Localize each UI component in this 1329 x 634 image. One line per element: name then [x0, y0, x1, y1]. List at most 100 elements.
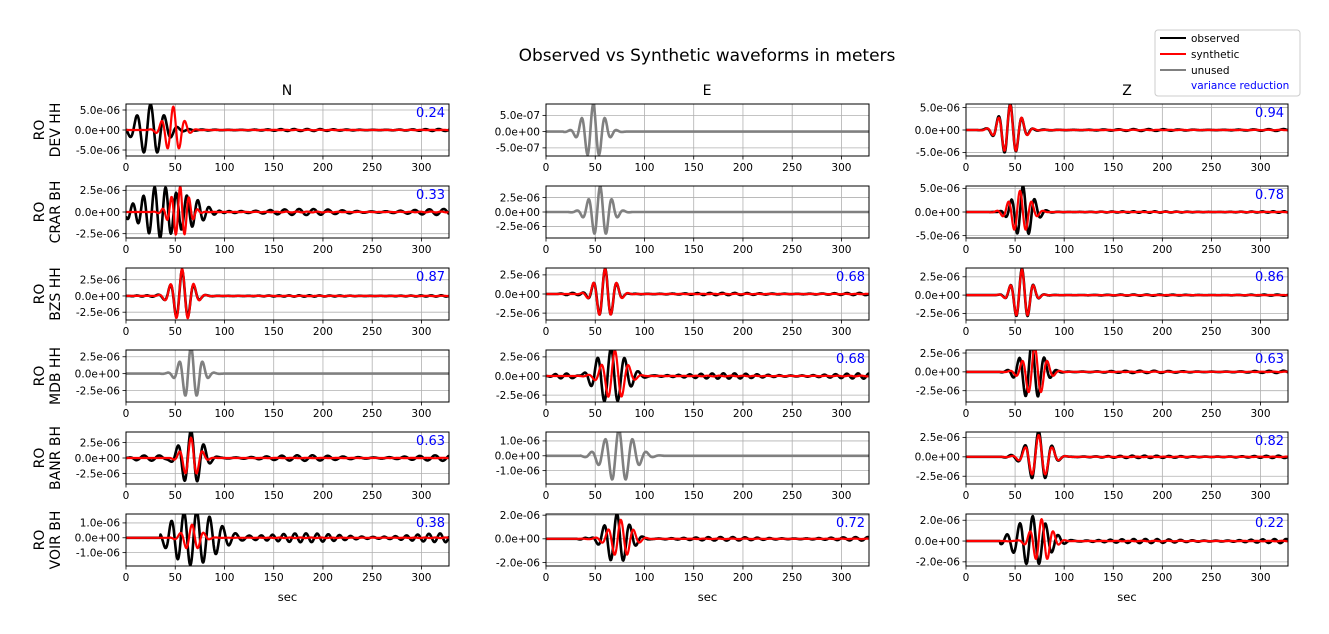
y-tick-label: -2.5e-06: [496, 308, 540, 320]
x-tick-label: 0: [123, 408, 130, 420]
x-tick-label: 0: [543, 408, 550, 420]
panel-bzs-hh-n: 0 50 100 150 200 250 300 2.5e-06 0.0e+00 -2.5e-06…: [75, 267, 450, 338]
panel-mdb-hh-z: 0 50 100 150 200 250 300 2.5e-06 0.0e+00 -2.5e-06…: [915, 348, 1289, 420]
station-row: ROVOIR BH 0 50 100 150 200 250 300 1.0e-06 0.0e+0…: [32, 510, 1289, 604]
x-tick-label: 50: [1008, 490, 1021, 502]
y-tick-label: 2.0e-06: [500, 510, 541, 522]
panels-grid: RODEV HH 0 50 100 150 200 250 300 5.0e-06 0.0e+00…: [32, 102, 1289, 604]
x-tick-label: 50: [589, 490, 602, 502]
x-tick-label: 50: [589, 572, 602, 584]
x-tick-label: 0: [963, 162, 970, 174]
x-tick-label: 100: [214, 162, 234, 174]
variance-reduction-value: 0.68: [836, 352, 865, 367]
axes-frame: [965, 349, 1289, 403]
x-tick-label: 50: [169, 408, 182, 420]
y-tick-label: 0.0e+00: [75, 291, 120, 303]
x-tick-label: 200: [1152, 244, 1172, 256]
axes-frame: [965, 513, 1289, 567]
x-tick-label: 100: [634, 326, 654, 338]
y-tick-label: 5.0e-06: [920, 102, 961, 114]
variance-reduction-value: 0.78: [1255, 188, 1284, 203]
y-tick-label: 2.5e-06: [80, 185, 121, 197]
axes-frame: [125, 185, 450, 239]
x-tick-label: 200: [313, 326, 333, 338]
x-tick-label: 200: [1152, 572, 1172, 584]
x-tick-label: 50: [1008, 408, 1021, 420]
x-tick-label: 0: [963, 244, 970, 256]
legend: observed synthetic unused variance reduc…: [1154, 29, 1301, 97]
x-tick-label: 250: [362, 572, 382, 584]
y-tick-label: -2.5e-06: [916, 308, 960, 320]
panel-bzs-hh-e: 0 50 100 150 200 250 300 2.5e-06 0.0e+00 -2.5e-06…: [495, 267, 870, 338]
axes-frame: [125, 431, 450, 485]
station-row: ROMDB HH 0 50 100 150 200 250 300 2.5e-06 0.0e+00…: [32, 347, 1289, 420]
y-tick-label: -2.5e-06: [76, 385, 120, 397]
x-tick-label: 50: [1008, 572, 1021, 584]
panel-crar-bh-n: 0 50 100 150 200 250 300 2.5e-06 0.0e+00 -2.5e-06…: [75, 185, 450, 256]
station-row: ROBANR BH 0 50 100 150 200 250 300 2.5e-06 0.0e+0…: [32, 426, 1289, 502]
y-tick-label: 1.0e-06: [500, 436, 541, 448]
y-tick-label: 0.0e+00: [915, 125, 960, 137]
y-tick-label: -2.5e-06: [916, 471, 960, 483]
x-tick-label: 300: [411, 408, 431, 420]
x-tick-label: 300: [1250, 162, 1270, 174]
x-tick-label: 0: [543, 490, 550, 502]
x-tick-label: 50: [169, 326, 182, 338]
x-tick-label: 250: [1201, 572, 1221, 584]
x-tick-label: 0: [123, 326, 130, 338]
x-tick-label: 300: [831, 572, 851, 584]
panel-dev-hh-e: 0 50 100 150 200 250 300 5.0e-07 0.0e+00 -5.0e-07: [495, 103, 870, 174]
x-tick-label: 100: [214, 572, 234, 584]
y-tick-label: 0.0e+00: [495, 126, 540, 138]
y-tick-label: 2.5e-06: [500, 352, 541, 364]
y-tick-label: 0.0e+00: [495, 371, 540, 383]
y-tick-label: 2.0e-06: [920, 515, 961, 527]
x-tick-label: 50: [589, 162, 602, 174]
y-tick-label: 0.0e+00: [75, 453, 120, 465]
synthetic-trace: [966, 268, 1288, 317]
x-tick-label: 300: [1250, 572, 1270, 584]
x-tick-label: 250: [1201, 408, 1221, 420]
x-tick-label: 100: [634, 162, 654, 174]
x-tick-label: 150: [1103, 408, 1123, 420]
x-tick-label: 0: [963, 408, 970, 420]
station-label: RODEV HH: [32, 103, 64, 158]
x-tick-label: 50: [589, 244, 602, 256]
x-tick-label: 200: [733, 162, 753, 174]
x-tick-label: 250: [1201, 490, 1221, 502]
x-tick-label: 150: [1103, 162, 1123, 174]
station-network: RO: [32, 366, 48, 387]
y-tick-label: 0.0e+00: [915, 367, 960, 379]
x-tick-label: 150: [684, 572, 704, 584]
synthetic-trace: [966, 104, 1288, 152]
panel-voir-bh-n: 0 50 100 150 200 250 300 1.0e-06 0.0e+00 -1.0e-06…: [75, 513, 450, 604]
x-tick-label: 150: [1103, 572, 1123, 584]
panel-dev-hh-z: 0 50 100 150 200 250 300 5.0e-06 0.0e+00 -5.0e-06…: [915, 102, 1289, 174]
variance-reduction-value: 0.72: [836, 516, 865, 531]
y-tick-label: 5.0e-06: [80, 105, 121, 117]
station-code: BZS HH: [48, 267, 64, 321]
x-tick-label: 200: [733, 408, 753, 420]
y-tick-label: 5.0e-06: [920, 183, 961, 195]
x-axis-label: sec: [278, 590, 297, 604]
x-tick-label: 200: [313, 572, 333, 584]
x-tick-label: 150: [264, 162, 284, 174]
x-tick-label: 150: [684, 490, 704, 502]
panel-bzs-hh-z: 0 50 100 150 200 250 300 2.5e-06 0.0e+00 -2.5e-06…: [915, 267, 1289, 338]
variance-reduction-value: 0.82: [1255, 434, 1284, 449]
x-tick-label: 200: [733, 572, 753, 584]
x-tick-label: 0: [543, 162, 550, 174]
station-label: ROBZS HH: [32, 267, 64, 321]
y-tick-label: 0.0e+00: [75, 207, 120, 219]
variance-reduction-value: 0.87: [416, 270, 445, 285]
x-tick-label: 200: [1152, 408, 1172, 420]
axes-frame: [125, 349, 450, 403]
x-tick-label: 100: [634, 490, 654, 502]
variance-reduction-value: 0.22: [1255, 516, 1284, 531]
axes-frame: [965, 185, 1289, 239]
axes-frame: [125, 267, 450, 321]
column-titles: N E Z: [282, 83, 1132, 99]
legend-box: [1154, 29, 1301, 97]
y-tick-label: 0.0e+00: [915, 290, 960, 302]
